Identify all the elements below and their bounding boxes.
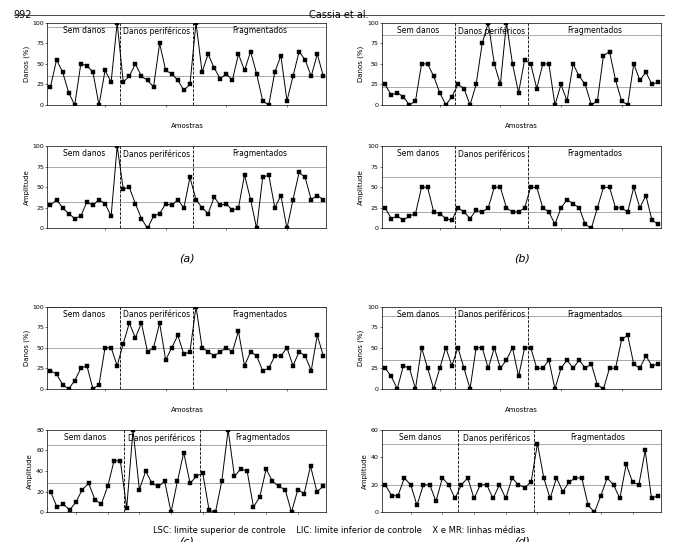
Text: LSC: limite superior de controle    LIC: limite inferior de controle    X e MR: : LSC: limite superior de controle LIC: li… [153,525,525,535]
Text: Cassia et al.: Cassia et al. [309,10,369,20]
Text: Danos periféricos: Danos periféricos [458,26,525,36]
Text: Amostras: Amostras [170,407,203,413]
Text: Fragmentados: Fragmentados [232,310,287,319]
Y-axis label: Amplitude: Amplitude [27,453,33,489]
Text: Sem danos: Sem danos [397,26,439,35]
Y-axis label: Amplitude: Amplitude [358,170,364,205]
Text: Sem danos: Sem danos [62,150,105,158]
Text: Fragmentados: Fragmentados [567,26,622,35]
Text: Danos periféricos: Danos periféricos [128,433,195,443]
Text: Fragmentados: Fragmentados [232,26,287,35]
Text: Sem danos: Sem danos [64,433,106,442]
Text: Danos periféricos: Danos periféricos [462,433,530,443]
Y-axis label: Amplitude: Amplitude [362,453,368,489]
Text: Sem danos: Sem danos [62,26,105,35]
Text: Fragmentados: Fragmentados [570,433,625,442]
Text: (a): (a) [179,253,195,263]
Text: Amostras: Amostras [170,123,203,129]
Text: Danos periféricos: Danos periféricos [458,150,525,159]
Text: Danos periféricos: Danos periféricos [123,26,190,36]
Text: Sem danos: Sem danos [397,150,439,158]
Text: Amostras: Amostras [505,123,538,129]
Text: Danos periféricos: Danos periféricos [458,310,525,319]
Text: Fragmentados: Fragmentados [235,433,290,442]
Text: Danos periféricos: Danos periféricos [123,150,190,159]
Y-axis label: Danos (%): Danos (%) [358,330,364,366]
Text: Sem danos: Sem danos [399,433,441,442]
Text: (d): (d) [514,537,530,542]
Y-axis label: Danos (%): Danos (%) [23,46,30,82]
Text: (c): (c) [180,537,195,542]
Text: Sem danos: Sem danos [397,310,439,319]
Text: Amostras: Amostras [505,407,538,413]
Text: Fragmentados: Fragmentados [567,310,622,319]
Text: Fragmentados: Fragmentados [232,150,287,158]
Y-axis label: Amplitude: Amplitude [24,170,30,205]
Text: Sem danos: Sem danos [62,310,105,319]
Text: Fragmentados: Fragmentados [567,150,622,158]
Text: 992: 992 [14,10,32,20]
Y-axis label: Danos (%): Danos (%) [358,46,364,82]
Text: (b): (b) [514,253,530,263]
Text: Danos periféricos: Danos periféricos [123,310,190,319]
Y-axis label: Danos (%): Danos (%) [23,330,30,366]
